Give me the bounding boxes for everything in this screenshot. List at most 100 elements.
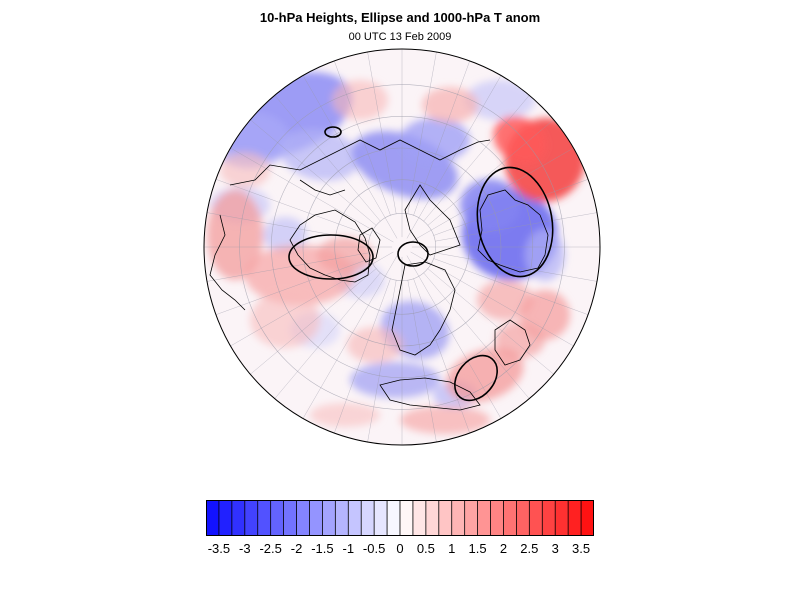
- coastline: [404, 184, 461, 256]
- colorbar-bin: [244, 500, 259, 536]
- meridian-line: [230, 147, 394, 243]
- colorbar-bin: [477, 500, 492, 536]
- coastline: [477, 189, 549, 273]
- colorbar-bin: [373, 500, 388, 536]
- coastline: [299, 179, 346, 196]
- colorbar-bin: [347, 500, 362, 536]
- meridian-line: [433, 179, 589, 236]
- colorbar-labels: -3.5 -3 -2.5 -2 -1.5 -1 -0.5 0 0.5 1 1.5 2 2.5 3 3.5: [0, 541, 800, 561]
- meridian-line: [427, 119, 554, 226]
- colorbar-bin: [567, 500, 582, 536]
- colorbar-tick-label: 2: [499, 541, 508, 556]
- colorbar-bin: [464, 500, 479, 536]
- meridian-line: [334, 60, 391, 216]
- anomaly-patch: [422, 87, 478, 123]
- anomaly-patch: [220, 152, 270, 188]
- anomaly-patch: [465, 80, 535, 120]
- anomaly-patch: [310, 403, 380, 427]
- map-disk-border: [203, 48, 601, 446]
- colorbar-bin: [322, 500, 337, 536]
- colorbar-tick-label: 1.5: [468, 541, 487, 556]
- coastline: [357, 227, 381, 263]
- meridian-line: [406, 75, 502, 239]
- meridian-line: [215, 258, 371, 315]
- height-ellipse: [476, 166, 554, 278]
- colorbar-tick-label: -2: [290, 541, 303, 556]
- colorbar-bin: [296, 500, 311, 536]
- colorbar-bin: [503, 500, 518, 536]
- colorbar-bin: [218, 500, 233, 536]
- anomaly-patch: [460, 179, 520, 231]
- meridian-line: [334, 278, 391, 434]
- anomaly-patch: [280, 129, 360, 181]
- coastline: [391, 261, 456, 356]
- meridian-line: [423, 95, 530, 222]
- colorbar-bin: [360, 500, 375, 536]
- anomaly-patch: [250, 292, 320, 348]
- meridian-line: [407, 51, 437, 214]
- colorbar-bin: [451, 500, 466, 536]
- meridian-line: [274, 272, 381, 399]
- anomaly-patch: [400, 406, 490, 434]
- colorbar-tick-label: 0: [396, 541, 404, 556]
- meridian-line: [367, 51, 397, 214]
- colorbar-tick-label: -1.5: [311, 541, 334, 556]
- anomaly-patch: [495, 322, 545, 358]
- anomaly-patch: [317, 237, 373, 273]
- chart-title: 10-hPa Heights, Ellipse and 1000-hPa T a…: [259, 10, 541, 25]
- colorbar-tick-label: -3.5: [207, 541, 231, 556]
- colorbar-tick-label: -1: [342, 541, 355, 556]
- meridian-line: [302, 255, 398, 419]
- colorbar-bin: [283, 500, 298, 536]
- colorbar-bin: [490, 500, 505, 536]
- colorbar-bin: [541, 500, 556, 536]
- coastline: [209, 214, 246, 311]
- colorbar-bin: [438, 500, 453, 536]
- meridian-line: [413, 278, 470, 434]
- meridian-line: [250, 119, 377, 226]
- colorbar-bin: [334, 500, 349, 536]
- colorbar-bin: [425, 500, 440, 536]
- coastline: [379, 377, 481, 411]
- height-ellipse: [324, 126, 342, 138]
- meridian-line: [435, 252, 598, 282]
- colorbar-bin: [399, 500, 414, 536]
- anomaly-patch: [350, 362, 440, 398]
- colorbar-tick-label: -2.5: [259, 541, 282, 556]
- meridian-line: [274, 95, 381, 222]
- colorbar: [206, 500, 594, 536]
- colorbar-tick-label: 3: [551, 541, 559, 556]
- colorbar-frame: [206, 500, 594, 536]
- height-ellipses: [288, 126, 554, 402]
- height-ellipse: [288, 234, 374, 280]
- colorbar-bin: [528, 500, 543, 536]
- meridian-line: [423, 272, 530, 399]
- colorbar-bin: [309, 500, 324, 536]
- meridian-line: [302, 75, 398, 239]
- colorbar-bin: [257, 500, 272, 536]
- meridian-line: [206, 252, 369, 282]
- height-ellipse: [397, 241, 429, 267]
- meridian-line: [433, 258, 589, 315]
- colorbar-tick-label: 0.5: [416, 541, 435, 556]
- colorbar-tick-label: 2.5: [520, 541, 539, 556]
- meridian-line: [427, 268, 554, 375]
- meridian-line: [410, 147, 574, 243]
- colorbar-bin: [270, 500, 285, 536]
- meridian-line: [250, 268, 377, 375]
- colorbar-tick-label: 3.5: [572, 541, 591, 556]
- colorbar-tick-label: -0.5: [362, 541, 386, 556]
- colorbar-bin: [515, 500, 531, 536]
- meridian-line: [410, 251, 574, 347]
- coastline: [494, 319, 531, 366]
- coastlines: [209, 139, 549, 411]
- meridian-line: [215, 179, 371, 236]
- anomaly-patch: [400, 118, 470, 162]
- height-ellipse: [454, 354, 498, 402]
- chart-subtitle: 00 UTC 13 Feb 2009: [348, 31, 452, 43]
- meridian-line: [435, 212, 598, 242]
- meridian-line: [407, 280, 437, 443]
- colorbar-bin: [412, 500, 427, 536]
- colorbar-tick-label: -3: [239, 541, 251, 556]
- anomaly-patch: [332, 80, 388, 120]
